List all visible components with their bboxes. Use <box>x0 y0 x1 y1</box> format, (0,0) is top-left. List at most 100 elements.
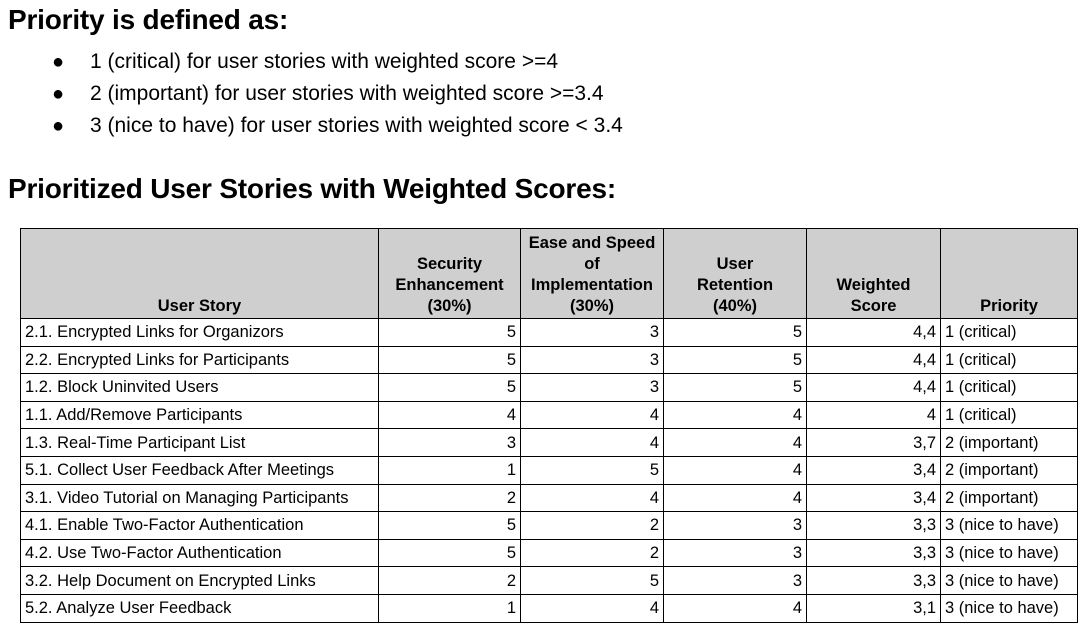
cell-weighted-score: 4,4 <box>806 345 941 375</box>
cell-ease: 3 <box>520 373 664 402</box>
priority-definition-item: ● 3 (nice to have) for user stories with… <box>0 110 623 142</box>
priority-definition-text: 3 (nice to have) for user stories with w… <box>90 114 623 137</box>
header-text: User Story <box>157 297 242 315</box>
table-row: 4.1. Enable Two-Factor Authentication 5 … <box>20 511 1078 540</box>
cell-ease: 2 <box>520 538 664 568</box>
bullet-icon: ● <box>52 51 65 73</box>
cell-weighted-score: 4,4 <box>806 318 941 347</box>
cell-priority: 1 (critical) <box>940 345 1078 375</box>
cell-user-story: 2.1. Encrypted Links for Organizors <box>20 318 379 347</box>
cell-user-story: 3.1. Video Tutorial on Managing Particip… <box>20 483 379 513</box>
cell-priority: 3 (nice to have) <box>940 566 1078 595</box>
header-line: Implementation <box>531 276 653 294</box>
cell-weighted-score: 3,7 <box>806 428 941 457</box>
user-stories-table: User Story Security Enhancement (30%) Ea… <box>20 228 1078 623</box>
cell-retention: 4 <box>663 428 807 457</box>
cell-security: 2 <box>378 566 521 595</box>
cell-retention: 4 <box>663 593 807 623</box>
cell-ease: 4 <box>520 400 664 430</box>
cell-weighted-score: 3,4 <box>806 455 941 485</box>
cell-retention: 4 <box>663 400 807 430</box>
table-row: 2.1. Encrypted Links for Organizors 5 3 … <box>20 318 1078 347</box>
table-row: 3.2. Help Document on Encrypted Links 2 … <box>20 566 1078 595</box>
cell-security: 1 <box>378 455 521 485</box>
cell-retention: 5 <box>663 345 807 375</box>
table-header-row: User Story Security Enhancement (30%) Ea… <box>20 228 1078 319</box>
column-header-ease-speed: Ease and Speed of Implementation (30%) <box>520 228 664 319</box>
header-line: Enhancement <box>395 276 504 294</box>
cell-user-story: 4.1. Enable Two-Factor Authentication <box>20 511 379 540</box>
table-row: 1.2. Block Uninvited Users 5 3 5 4,4 1 (… <box>20 373 1078 402</box>
cell-retention: 5 <box>663 318 807 347</box>
cell-priority: 3 (nice to have) <box>940 538 1078 568</box>
priority-definition-text: 2 (important) for user stories with weig… <box>90 82 604 105</box>
table-row: 4.2. Use Two-Factor Authentication 5 2 3… <box>20 538 1078 568</box>
cell-weighted-score: 3,3 <box>806 511 941 540</box>
priority-definition-list: ● 1 (critical) for user stories with wei… <box>0 46 623 142</box>
table-row: 3.1. Video Tutorial on Managing Particip… <box>20 483 1078 513</box>
cell-priority: 1 (critical) <box>940 373 1078 402</box>
cell-user-story: 1.1. Add/Remove Participants <box>20 400 379 430</box>
header-line: Retention <box>696 276 774 294</box>
cell-ease: 3 <box>520 345 664 375</box>
header-line: User <box>716 255 754 273</box>
cell-weighted-score: 4 <box>806 400 941 430</box>
cell-security: 5 <box>378 318 521 347</box>
cell-ease: 4 <box>520 483 664 513</box>
cell-ease: 3 <box>520 318 664 347</box>
cell-priority: 3 (nice to have) <box>940 593 1078 623</box>
cell-user-story: 1.3. Real-Time Participant List <box>20 428 379 457</box>
cell-security: 1 <box>378 593 521 623</box>
column-header-weighted-score: Weighted Score <box>806 228 941 319</box>
cell-retention: 5 <box>663 373 807 402</box>
cell-ease: 4 <box>520 428 664 457</box>
cell-retention: 3 <box>663 566 807 595</box>
cell-priority: 1 (critical) <box>940 400 1078 430</box>
column-header-security-enhancement: Security Enhancement (30%) <box>378 228 521 319</box>
cell-retention: 3 <box>663 511 807 540</box>
cell-security: 5 <box>378 373 521 402</box>
cell-user-story: 4.2. Use Two-Factor Authentication <box>20 538 379 568</box>
cell-ease: 2 <box>520 511 664 540</box>
column-header-user-retention: User Retention (40%) <box>663 228 807 319</box>
cell-priority: 1 (critical) <box>940 318 1078 347</box>
cell-weighted-score: 4,4 <box>806 373 941 402</box>
priority-definition-text: 1 (critical) for user stories with weigh… <box>90 50 559 73</box>
cell-user-story: 5.2. Analyze User Feedback <box>20 593 379 623</box>
table-row: 1.1. Add/Remove Participants 4 4 4 4 1 (… <box>20 400 1078 430</box>
header-line: Score <box>850 297 897 315</box>
cell-weighted-score: 3,1 <box>806 593 941 623</box>
cell-security: 5 <box>378 538 521 568</box>
cell-ease: 5 <box>520 566 664 595</box>
table-row: 5.2. Analyze User Feedback 1 4 4 3,1 3 (… <box>20 593 1078 623</box>
cell-security: 2 <box>378 483 521 513</box>
cell-ease: 4 <box>520 593 664 623</box>
cell-security: 5 <box>378 511 521 540</box>
table-row: 2.2. Encrypted Links for Participants 5 … <box>20 345 1078 375</box>
priority-heading: Priority is defined as: <box>8 4 289 35</box>
cell-weighted-score: 3,3 <box>806 566 941 595</box>
cell-retention: 3 <box>663 538 807 568</box>
cell-user-story: 5.1. Collect User Feedback After Meeting… <box>20 455 379 485</box>
cell-user-story: 1.2. Block Uninvited Users <box>20 373 379 402</box>
table-heading: Prioritized User Stories with Weighted S… <box>8 173 616 204</box>
column-header-priority: Priority <box>940 228 1078 319</box>
cell-user-story: 3.2. Help Document on Encrypted Links <box>20 566 379 595</box>
bullet-icon: ● <box>52 115 65 137</box>
cell-security: 3 <box>378 428 521 457</box>
cell-retention: 4 <box>663 455 807 485</box>
cell-priority: 2 (important) <box>940 483 1078 513</box>
header-line: (30%) <box>427 297 472 315</box>
cell-ease: 5 <box>520 455 664 485</box>
cell-priority: 2 (important) <box>940 428 1078 457</box>
header-line: Security <box>416 255 483 273</box>
table-row: 1.3. Real-Time Participant List 3 4 4 3,… <box>20 428 1078 457</box>
cell-security: 4 <box>378 400 521 430</box>
cell-retention: 4 <box>663 483 807 513</box>
header-line: Weighted <box>836 276 911 294</box>
cell-weighted-score: 3,4 <box>806 483 941 513</box>
table-row: 5.1. Collect User Feedback After Meeting… <box>20 455 1078 485</box>
header-text: Priority <box>980 297 1038 315</box>
header-line: (40%) <box>712 297 757 315</box>
cell-priority: 2 (important) <box>940 455 1078 485</box>
